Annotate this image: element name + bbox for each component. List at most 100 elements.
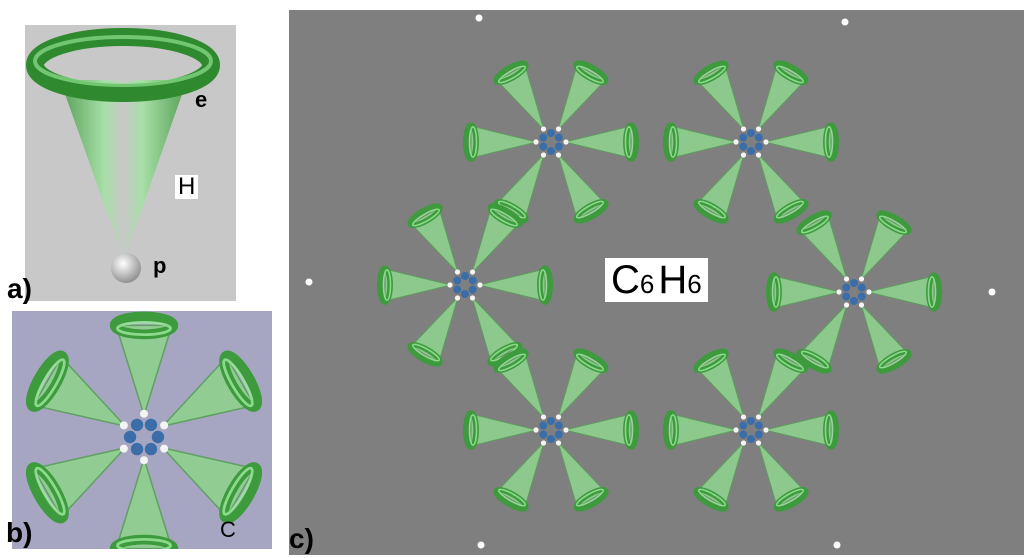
carbon-atom <box>151 430 165 444</box>
hydrogen-atom <box>139 409 149 418</box>
proton-ball <box>111 253 141 283</box>
carbon-atom <box>850 297 858 305</box>
formula-sub1: 6 <box>639 269 655 299</box>
hydrogen-atom <box>763 427 769 433</box>
orbital-cone <box>663 410 738 450</box>
orbital-cone <box>663 122 738 162</box>
orbital-cone <box>463 122 538 162</box>
hydrogen-atom <box>740 152 747 158</box>
single-orbital-figure <box>26 28 220 283</box>
orbital-cone <box>557 348 609 419</box>
hydrogen-atom <box>733 139 739 145</box>
orbital-cone <box>757 441 809 512</box>
orbital-cone <box>25 446 128 524</box>
label-p: p <box>153 253 167 278</box>
carbon-atom <box>747 147 755 155</box>
hydrogen-atom <box>447 282 453 288</box>
orbital-cone <box>557 441 609 512</box>
label-e: e <box>195 87 208 112</box>
formula-c: C <box>611 258 640 302</box>
hydrogen-atom <box>540 126 547 132</box>
carbon-atom <box>453 285 462 294</box>
outer-hydrogen <box>477 541 485 549</box>
carbon-atom <box>547 417 555 425</box>
hydrogen-atom <box>119 444 128 453</box>
orbital-cone <box>867 272 942 312</box>
orbital-cone <box>463 410 538 450</box>
carbon-atom <box>747 129 755 137</box>
carbon-atom <box>842 292 851 301</box>
orbital-cone <box>796 210 848 281</box>
panel-b: C b) <box>6 311 272 549</box>
orbital-cone <box>564 122 639 162</box>
carbon-atom <box>850 279 858 287</box>
hydrogen-atom <box>563 139 569 145</box>
outer-hydrogen <box>475 14 483 22</box>
carbon-atom <box>547 147 555 155</box>
carbon-atom <box>857 292 866 301</box>
outer-hydrogen <box>833 541 841 549</box>
hydrogen-atom <box>843 302 850 308</box>
carbon-atom <box>739 133 748 142</box>
hydrogen-atom <box>533 139 539 145</box>
orbital-cone <box>407 203 459 274</box>
carbon-atom <box>453 276 462 285</box>
orbital-cone <box>557 153 609 224</box>
orbital-cone <box>478 265 553 305</box>
hydrogen-atom <box>866 289 872 295</box>
hydrogen-atom <box>139 456 149 465</box>
orbital-cone <box>860 210 912 281</box>
outer-hydrogen <box>841 18 849 26</box>
carbon-atom <box>739 142 748 151</box>
carbon-atom <box>554 133 563 142</box>
label-c: c) <box>289 523 314 554</box>
label-C: C <box>220 517 236 542</box>
orbital-cone <box>407 296 459 367</box>
carbon-atom <box>123 430 137 444</box>
hydrogen-atom <box>555 414 562 420</box>
orbital-cone <box>493 60 545 131</box>
hydrogen-atom <box>119 421 128 430</box>
hydrogen-atom <box>563 427 569 433</box>
carbon-atom <box>539 133 548 142</box>
hydrogen-atom <box>160 444 169 453</box>
hydrogen-atom <box>755 414 762 420</box>
carbon-atom <box>468 285 477 294</box>
carbon-atom <box>554 421 563 430</box>
carbon-atom <box>130 418 144 432</box>
hydrogen-atom <box>469 269 476 275</box>
hydrogen-atom <box>733 427 739 433</box>
carbon-atom <box>539 430 548 439</box>
hydrogen-atom <box>858 302 865 308</box>
hydrogen-atom <box>540 440 547 446</box>
hydrogen-atom <box>740 440 747 446</box>
cone-shape <box>60 80 187 260</box>
carbon-atom <box>539 142 548 151</box>
hydrogen-atom <box>555 152 562 158</box>
hydrogen-atom <box>469 295 476 301</box>
carbon-atom <box>144 442 158 456</box>
molecule <box>377 203 553 367</box>
hydrogen-atom <box>755 126 762 132</box>
carbon-atom <box>754 421 763 430</box>
hydrogen-atom <box>477 282 483 288</box>
carbon-atom <box>754 133 763 142</box>
orbital-cone <box>766 272 841 312</box>
label-a: a) <box>7 273 32 304</box>
hydrogen-atom <box>533 427 539 433</box>
molecule <box>663 60 839 224</box>
label-b: b) <box>6 517 33 548</box>
orbital-cone <box>757 348 809 419</box>
orbital-cone <box>860 303 912 374</box>
carbon-atom <box>739 430 748 439</box>
molecule <box>463 348 639 512</box>
hydrogen-atom <box>454 295 461 301</box>
molecule <box>25 311 263 549</box>
hydrogen-atom <box>160 421 169 430</box>
label-H: H <box>175 175 199 199</box>
hydrogen-atom <box>740 126 747 132</box>
carbon-atom <box>842 283 851 292</box>
carbon-atom <box>747 435 755 443</box>
carbon-atom <box>461 272 469 280</box>
orbital-cone <box>160 446 263 524</box>
